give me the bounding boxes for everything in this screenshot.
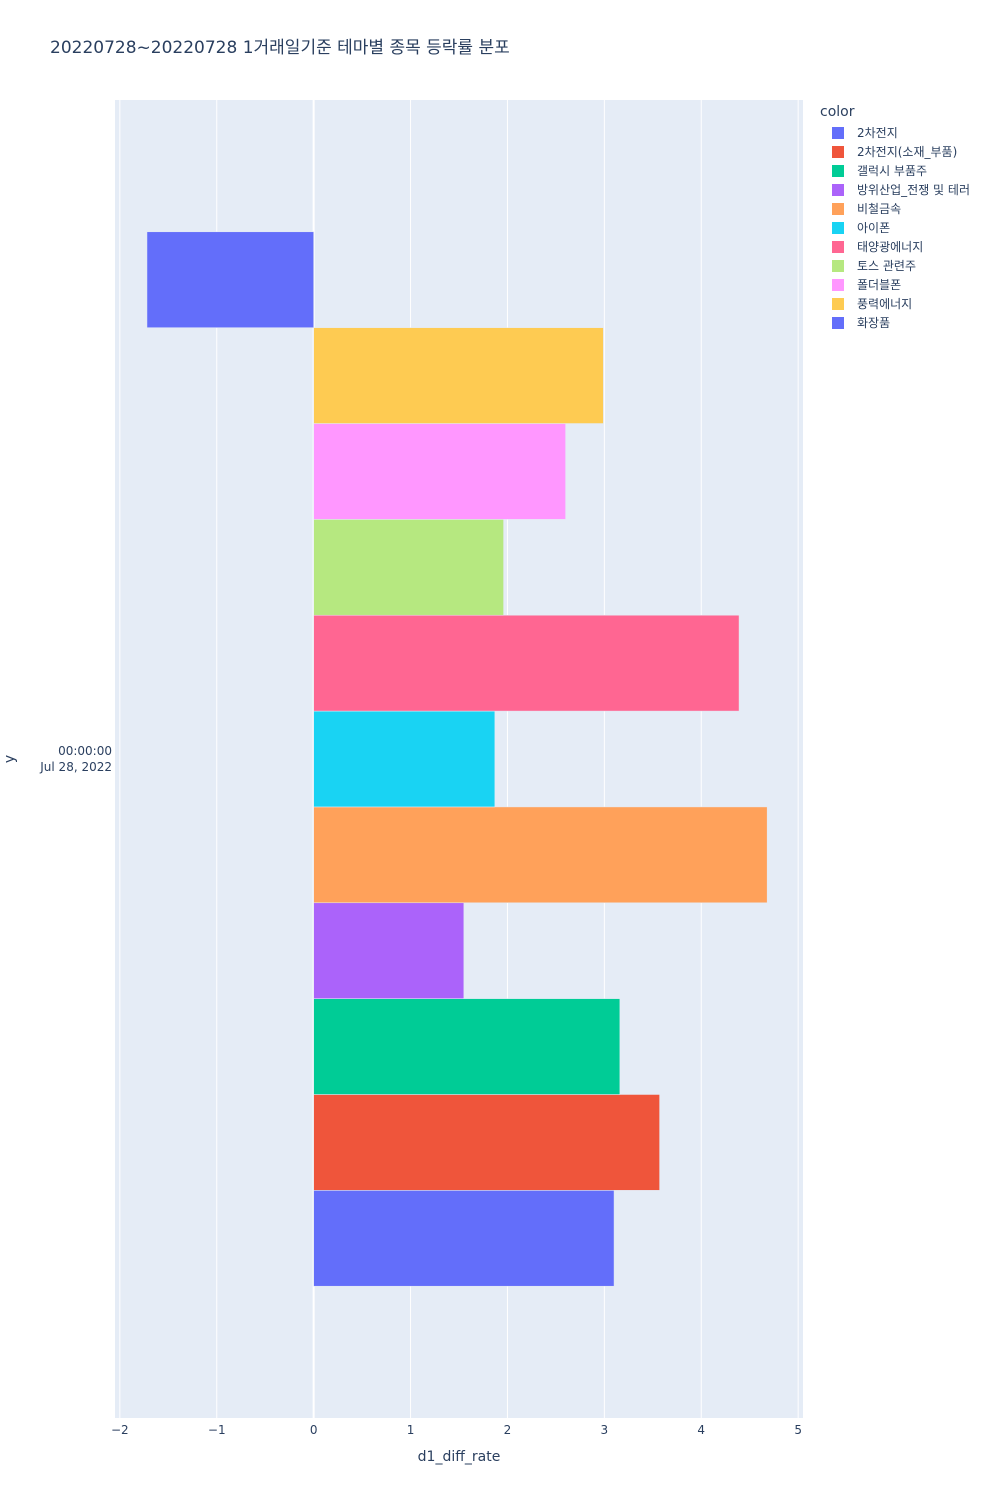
bar[interactable] — [313, 998, 621, 1095]
legend-label: 태양광에너지 — [857, 240, 924, 254]
legend-label: 화장품 — [857, 316, 891, 330]
chart-title: 20220728~20220728 1거래일기준 테마별 종목 등락률 분포 — [50, 38, 510, 58]
legend-item[interactable]: 토스 관련주 — [820, 256, 970, 275]
y-axis-title: y — [2, 755, 18, 763]
legend-label: 폴더블폰 — [857, 278, 902, 292]
legend-item[interactable]: 화장품 — [820, 313, 970, 332]
legend-swatch — [832, 297, 844, 310]
legend-swatch — [832, 202, 844, 215]
legend-swatch — [832, 126, 844, 139]
bar[interactable] — [313, 519, 504, 616]
bar[interactable] — [313, 1094, 660, 1191]
bar[interactable] — [313, 423, 566, 520]
bar[interactable] — [313, 902, 465, 999]
legend-item[interactable]: 아이폰 — [820, 218, 970, 237]
x-tick-label: 5 — [794, 1423, 802, 1437]
legend-label: 갤럭시 부품주 — [857, 164, 928, 178]
legend-label: 방위산업_전쟁 및 테러 — [857, 183, 970, 197]
legend-title: color — [820, 104, 855, 120]
legend-swatch — [832, 316, 844, 329]
bar[interactable] — [313, 327, 604, 424]
bar[interactable] — [313, 1190, 615, 1287]
legend-label: 2차전지(소재_부품) — [857, 145, 958, 159]
legend-item[interactable]: 풍력에너지 — [820, 294, 970, 313]
legend-label: 토스 관련주 — [857, 259, 917, 273]
legend-label: 2차전지 — [857, 126, 898, 140]
legend-item[interactable]: 태양광에너지 — [820, 237, 970, 256]
legend-swatch — [832, 145, 844, 158]
x-tick-label: 4 — [697, 1423, 705, 1437]
legend-label: 풍력에너지 — [857, 297, 913, 311]
x-tick-label: 0 — [310, 1423, 318, 1437]
legend-label: 아이폰 — [857, 221, 891, 235]
legend-swatch — [832, 240, 844, 253]
legend-swatch — [832, 221, 844, 234]
x-tick-label: 1 — [407, 1423, 415, 1437]
legend-item[interactable]: 2차전지 — [820, 123, 970, 142]
legend-item[interactable]: 방위산업_전쟁 및 테러 — [820, 180, 970, 199]
legend-item[interactable]: 2차전지(소재_부품) — [820, 142, 970, 161]
legend-swatch — [832, 164, 844, 177]
bar[interactable] — [146, 231, 314, 328]
x-tick-label: 2 — [504, 1423, 512, 1437]
legend-item[interactable]: 폴더블폰 — [820, 275, 970, 294]
x-tick-label: −2 — [111, 1423, 129, 1437]
legend-swatch — [832, 259, 844, 272]
legend-item[interactable]: 갤럭시 부품주 — [820, 161, 970, 180]
bar[interactable] — [313, 710, 496, 808]
bar[interactable] — [313, 614, 740, 712]
legend-item[interactable]: 비철금속 — [820, 199, 970, 218]
legend-label: 비철금속 — [857, 202, 902, 216]
y-tick-label: 00:00:00 Jul 28, 2022 — [39, 744, 112, 774]
x-axis-title: d1_diff_rate — [418, 1449, 501, 1465]
x-tick-label: −1 — [208, 1423, 226, 1437]
legend-swatch — [832, 278, 844, 291]
bar[interactable] — [313, 806, 768, 904]
legend-swatch — [832, 183, 844, 196]
x-tick-label: 3 — [601, 1423, 609, 1437]
